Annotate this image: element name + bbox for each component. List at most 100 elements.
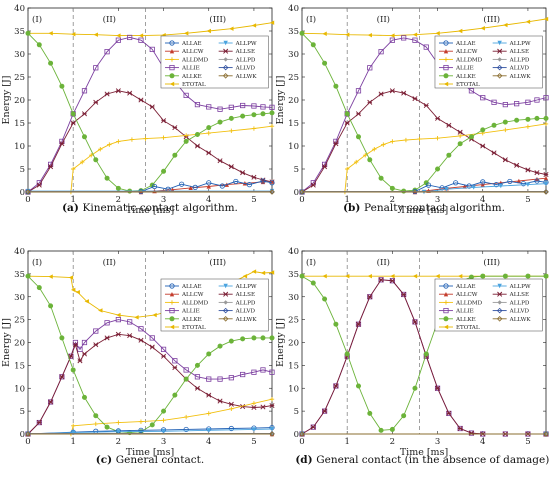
- legend-swatch-marker: [222, 307, 229, 314]
- data-point: [149, 422, 155, 428]
- x-tick-label: 0: [299, 437, 304, 447]
- data-point: [206, 411, 211, 416]
- phase-label: (I): [306, 257, 316, 268]
- series-allse: [299, 88, 549, 195]
- plot-frame: [301, 250, 547, 435]
- data-point: [240, 170, 246, 176]
- series-allae: [25, 178, 275, 195]
- data-point: [310, 280, 316, 286]
- data-point: [310, 182, 316, 188]
- y-tick-label: 15: [14, 361, 25, 371]
- data-point: [378, 175, 384, 181]
- x-tick-label: 2: [116, 437, 121, 447]
- legend-label: ETOTAL: [182, 82, 206, 88]
- data-point: [206, 150, 212, 156]
- data-point: [344, 111, 350, 117]
- legend-label: ALLPW: [235, 284, 257, 290]
- y-tick-label: 40: [14, 247, 25, 257]
- panel-caption: (a) Kinematic contact algorithm.: [62, 202, 238, 214]
- data-point: [161, 429, 166, 434]
- data-point: [161, 135, 166, 140]
- series-allse: [25, 331, 275, 437]
- legend-swatch-marker: [443, 40, 449, 46]
- legend-swatch-marker: [169, 316, 175, 322]
- x-tick-label: 3: [161, 437, 166, 447]
- data-point: [344, 120, 350, 126]
- data-point: [502, 119, 508, 125]
- legend-item-allpw: ALLPW: [492, 283, 531, 290]
- data-point: [206, 184, 211, 189]
- caption-letter: (a): [62, 202, 82, 214]
- plot-frame: [27, 250, 273, 435]
- data-point: [260, 104, 266, 110]
- data-point: [251, 401, 257, 406]
- data-point: [127, 34, 133, 41]
- legend-frame: [434, 35, 543, 89]
- legend-label: ALLIE: [455, 66, 474, 72]
- data-point: [480, 26, 485, 31]
- data-point: [401, 35, 407, 41]
- caption-text: General contact.: [116, 454, 204, 466]
- legend-swatch-marker: [169, 57, 175, 62]
- data-point: [242, 273, 248, 279]
- data-point: [367, 294, 373, 300]
- data-point: [503, 127, 508, 133]
- data-point: [468, 134, 474, 140]
- data-point: [25, 189, 31, 195]
- y-tick-label: 20: [288, 339, 299, 349]
- data-point: [310, 424, 316, 430]
- data-point: [390, 33, 395, 38]
- legend-item-allie: ALLIE: [438, 65, 474, 72]
- legend-item-allwk: ALLWK: [492, 316, 531, 323]
- data-point: [183, 367, 189, 373]
- x-tick-label: 4: [206, 195, 211, 205]
- data-point: [457, 28, 463, 34]
- legend-label: ALLDMD: [455, 57, 483, 63]
- data-point: [70, 287, 76, 293]
- data-point: [240, 113, 246, 119]
- data-point: [246, 182, 253, 188]
- data-point: [98, 147, 103, 152]
- data-point: [36, 285, 42, 291]
- legend-item-allpd: ALLPD: [492, 300, 530, 306]
- data-point: [240, 336, 246, 342]
- series-allae: [299, 178, 549, 195]
- data-point: [206, 392, 212, 398]
- data-point: [412, 37, 418, 43]
- legend-label: ALLIE: [181, 66, 200, 72]
- y-tick-label: 10: [14, 384, 25, 394]
- data-point: [81, 351, 87, 357]
- data-point: [269, 20, 275, 25]
- legend-label: ALLSE: [509, 49, 529, 55]
- x-tick-label: 5: [251, 437, 256, 447]
- data-point: [68, 275, 74, 280]
- data-point: [183, 414, 189, 420]
- data-point: [251, 335, 257, 341]
- y-tick-label: 5: [20, 165, 25, 175]
- x-tick-label: 5: [251, 195, 256, 205]
- data-point: [149, 46, 155, 53]
- legend-item-allcw: ALLCW: [164, 49, 204, 55]
- data-point: [525, 182, 531, 187]
- series-allwk: [25, 431, 275, 437]
- legend-item-allcw: ALLCW: [438, 292, 478, 298]
- data-point: [435, 385, 441, 391]
- data-point: [138, 326, 144, 332]
- y-tick-label: 30: [288, 293, 299, 303]
- data-point: [355, 321, 361, 327]
- data-point: [206, 125, 212, 131]
- legend-item-allwk: ALLWK: [492, 73, 531, 80]
- x-tick-label: 2: [116, 195, 121, 205]
- data-point: [269, 189, 275, 195]
- legend-item-allvd: ALLVD: [218, 64, 256, 72]
- data-point: [525, 116, 531, 122]
- data-point: [412, 319, 418, 325]
- data-point: [310, 42, 316, 48]
- legend-label: ALLCW: [455, 292, 478, 298]
- legend-swatch-marker: [223, 48, 229, 54]
- data-point: [93, 328, 99, 334]
- legend: ALLAE ALLPW ALLCW ALLSE ALLDMD ALLPD ALLIE ALLV…: [434, 35, 543, 89]
- data-point: [217, 343, 223, 349]
- data-point: [333, 83, 339, 89]
